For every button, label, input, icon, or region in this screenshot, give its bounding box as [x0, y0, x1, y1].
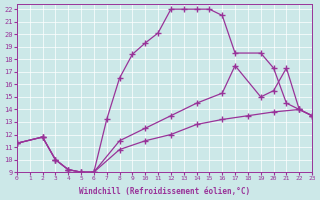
X-axis label: Windchill (Refroidissement éolien,°C): Windchill (Refroidissement éolien,°C) [79, 187, 250, 196]
